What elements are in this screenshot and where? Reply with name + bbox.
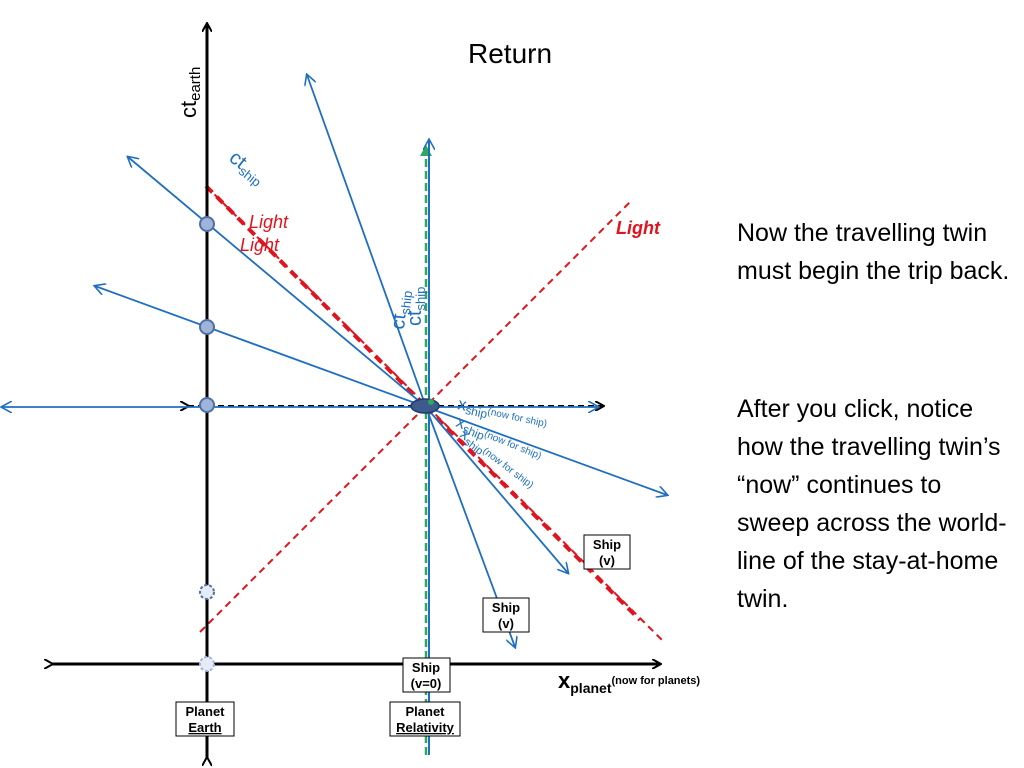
ship-lines (2, 75, 667, 647)
planet-earth-box: Planet Earth (175, 701, 235, 737)
explanation-paragraph-1: Now the travelling twin must begin the t… (737, 219, 1010, 285)
ship-marker-dot (428, 399, 434, 405)
ship-line-right-2 (425, 406, 568, 573)
ct-ship-label-1: ctship (224, 147, 270, 190)
ship-line-left-3 (307, 75, 427, 408)
explanation-paragraph-2: After you click, notice how the travelli… (737, 395, 1007, 613)
svg-text:(v): (v) (599, 553, 615, 568)
svg-text:Relativity: Relativity (396, 720, 455, 735)
light-line-return-bold-lower (424, 405, 642, 622)
planet-relativity-box: Planet Relativity (389, 701, 461, 737)
earth-event-dot-1 (199, 216, 215, 232)
svg-text:Earth: Earth (188, 720, 221, 735)
ct-ship-label-3: ctship (404, 287, 428, 326)
svg-text:(v=0): (v=0) (411, 676, 442, 691)
ship-v-box-upper: Ship (v) (583, 534, 631, 570)
svg-text:(v): (v) (498, 616, 514, 631)
light-label-2: Light (240, 235, 280, 255)
ship-line-right-1 (425, 406, 667, 495)
ct-earth-label: ctearth (176, 67, 204, 118)
ship-line-left-1 (95, 286, 427, 408)
light-line-return-bold (204, 184, 428, 409)
svg-text:Ship: Ship (593, 537, 621, 552)
svg-text:Planet: Planet (405, 704, 445, 719)
ship-line-left-2 (128, 157, 427, 408)
svg-text:Ship: Ship (412, 660, 440, 675)
light-label-1: Light (249, 212, 289, 232)
light-label-3: Light (616, 218, 661, 238)
ship-v0-box: Ship (v=0) (402, 657, 451, 693)
light-line-future (199, 201, 631, 633)
slide-title: Return (468, 38, 553, 69)
earth-event-dot-dashed-2 (199, 656, 215, 672)
ct-ship-label-2: ctship (387, 289, 415, 331)
earth-event-dot-2 (199, 319, 215, 335)
x-planet-label: xplanet(now for planets) (558, 668, 700, 696)
earth-event-dot-dashed-1 (199, 584, 215, 600)
ship-v-box-lower: Ship (v) (482, 597, 530, 633)
earth-event-dot-3 (199, 397, 215, 413)
svg-text:Planet: Planet (185, 704, 225, 719)
ship-marker (410, 398, 440, 414)
svg-text:Ship: Ship (492, 600, 520, 615)
